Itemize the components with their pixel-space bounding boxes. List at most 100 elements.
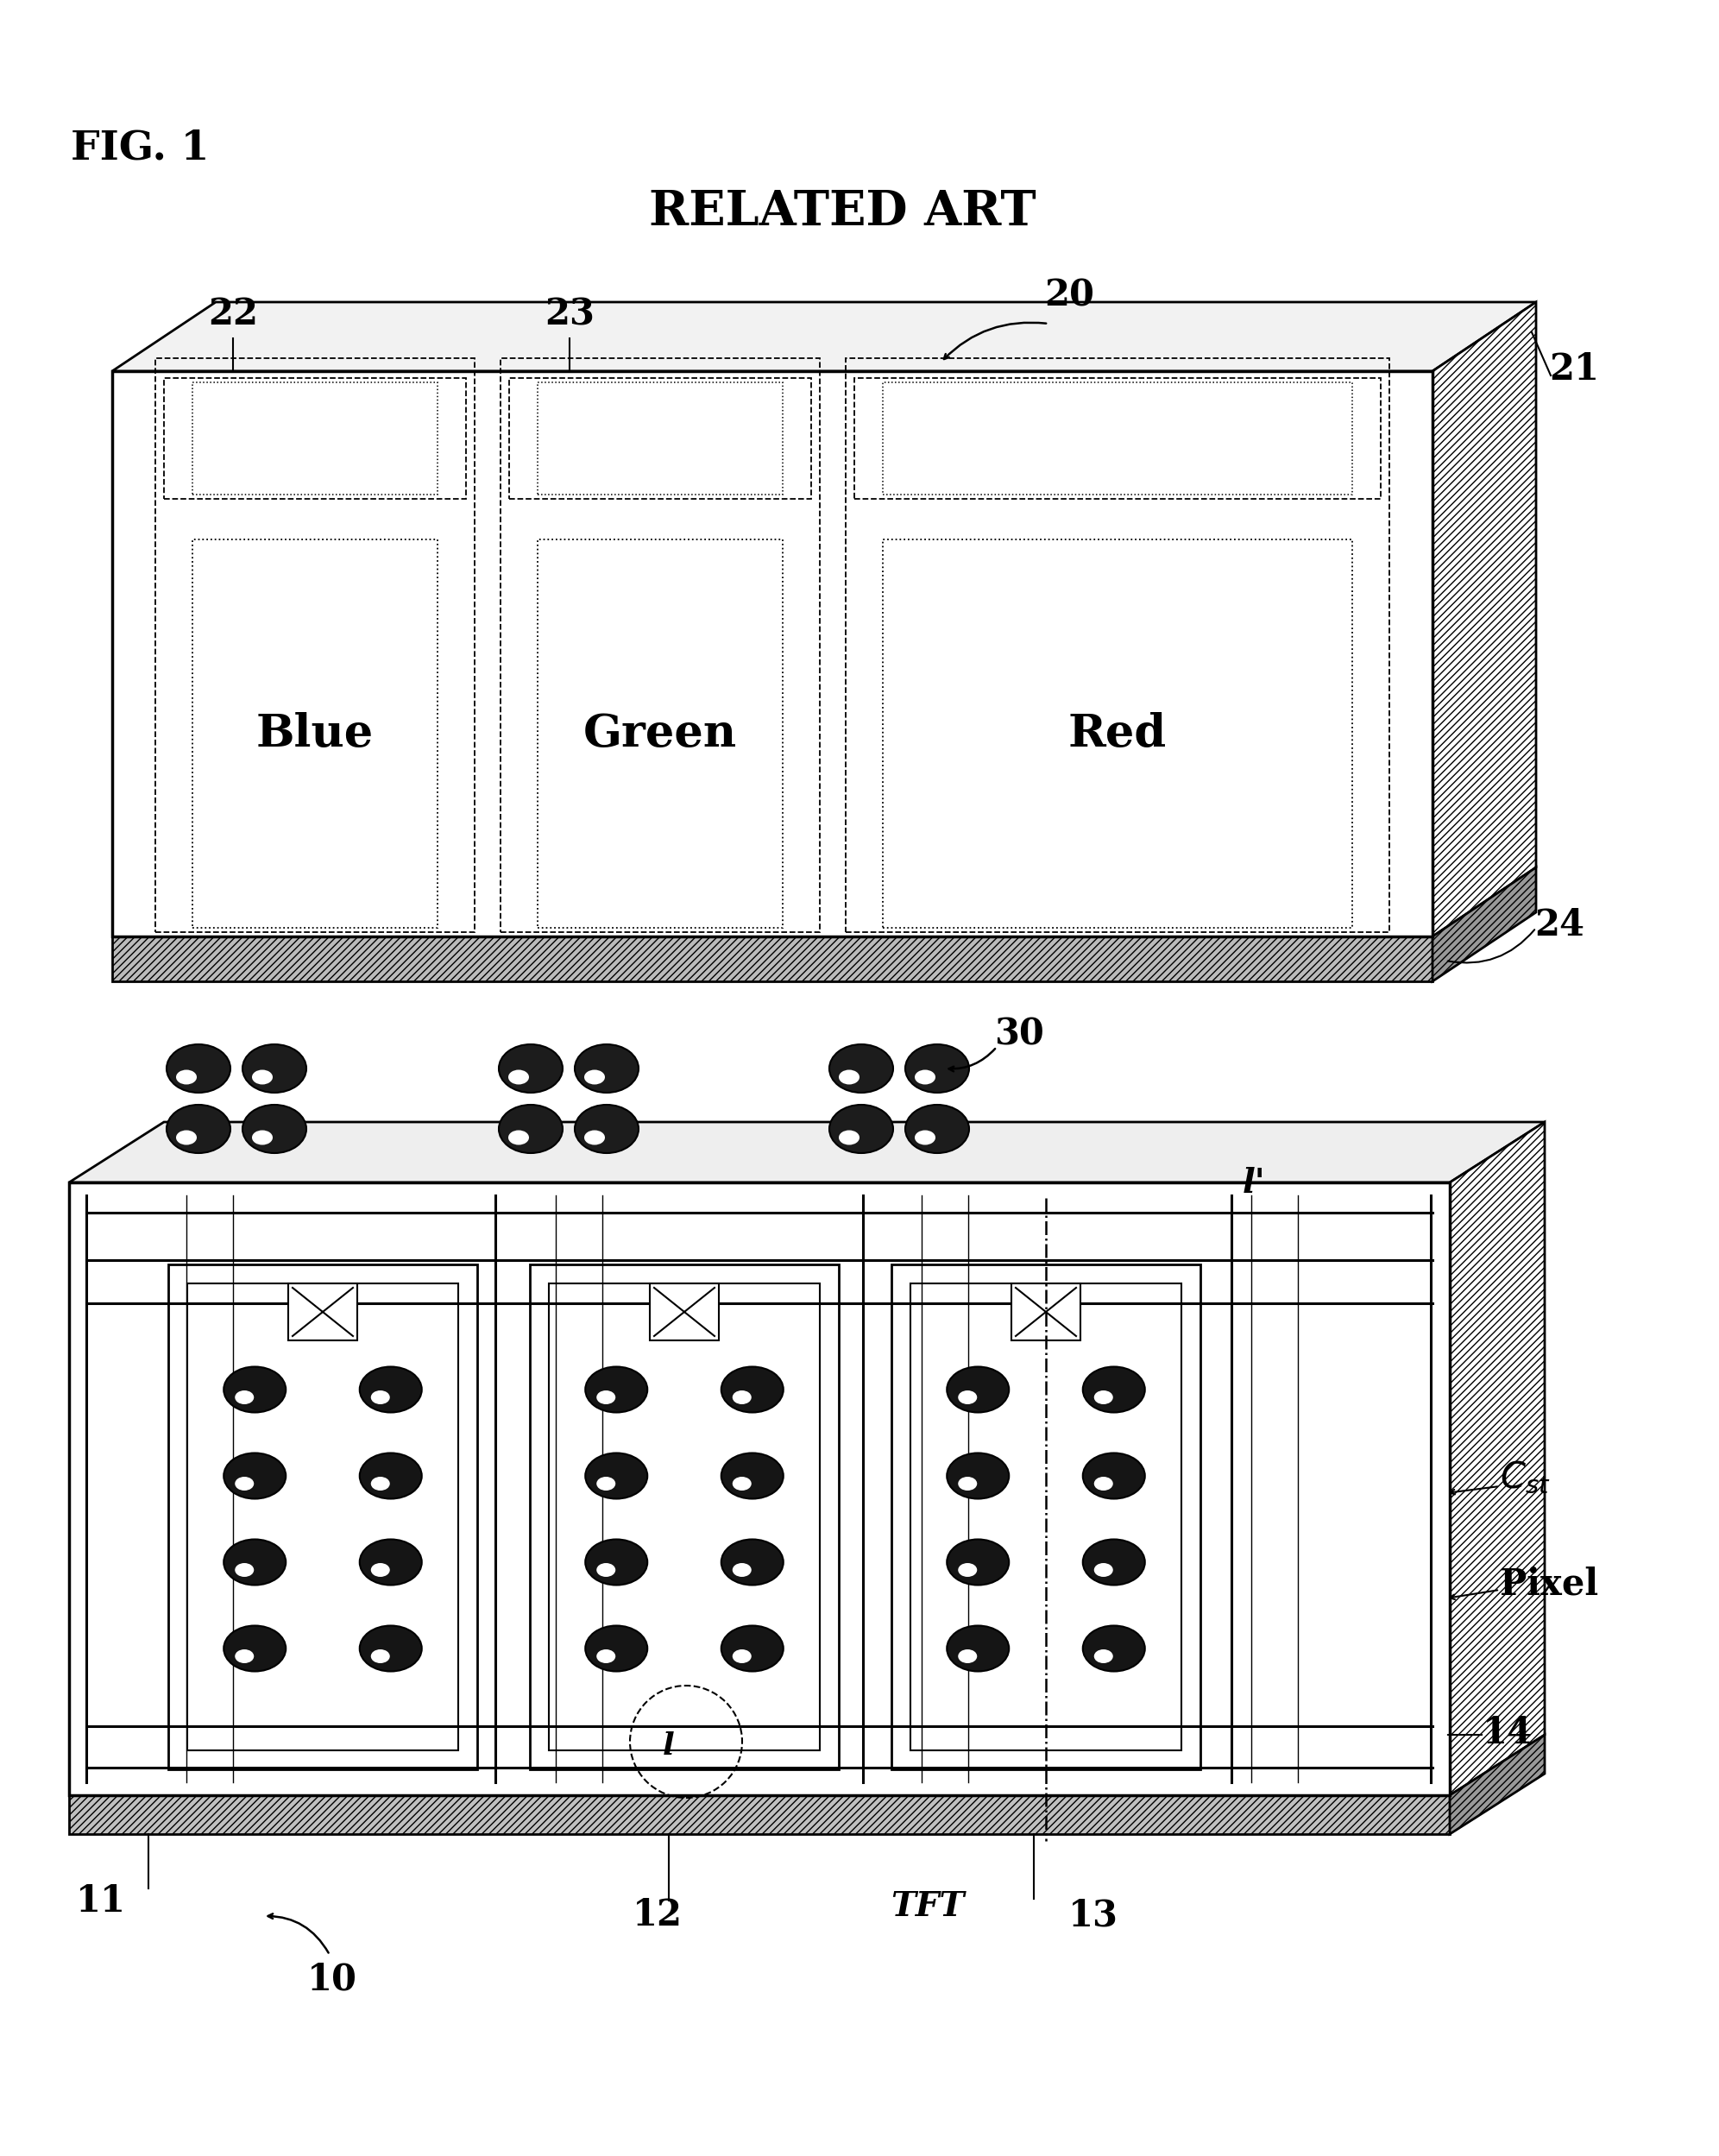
Ellipse shape — [371, 1563, 390, 1576]
Polygon shape — [69, 1121, 1545, 1181]
Ellipse shape — [509, 1069, 529, 1084]
Bar — [187, 1283, 459, 1751]
Ellipse shape — [1083, 1453, 1145, 1498]
Polygon shape — [112, 302, 1537, 371]
Ellipse shape — [732, 1563, 751, 1576]
Ellipse shape — [829, 1104, 894, 1153]
Ellipse shape — [371, 1477, 390, 1490]
Ellipse shape — [223, 1626, 285, 1671]
Ellipse shape — [584, 1626, 648, 1671]
Ellipse shape — [1093, 1563, 1112, 1576]
Ellipse shape — [947, 1367, 1009, 1412]
Ellipse shape — [584, 1367, 648, 1412]
Ellipse shape — [957, 1649, 976, 1662]
Ellipse shape — [947, 1539, 1009, 1585]
Ellipse shape — [253, 1069, 273, 1084]
Bar — [1011, 1283, 1081, 1341]
Ellipse shape — [574, 1104, 638, 1153]
Text: l': l' — [1243, 1166, 1265, 1199]
Ellipse shape — [584, 1069, 605, 1084]
Ellipse shape — [947, 1453, 1009, 1498]
Ellipse shape — [906, 1044, 970, 1093]
Ellipse shape — [236, 1649, 254, 1662]
Text: 22: 22 — [208, 295, 258, 332]
Ellipse shape — [236, 1563, 254, 1576]
Bar — [548, 1283, 820, 1751]
Ellipse shape — [957, 1391, 976, 1404]
Ellipse shape — [236, 1391, 254, 1404]
Ellipse shape — [584, 1130, 605, 1145]
Bar — [650, 1283, 719, 1341]
Ellipse shape — [175, 1069, 196, 1084]
Bar — [289, 1283, 358, 1341]
Ellipse shape — [1093, 1477, 1112, 1490]
Text: Pixel: Pixel — [1499, 1565, 1599, 1602]
Ellipse shape — [957, 1477, 976, 1490]
Ellipse shape — [371, 1649, 390, 1662]
Ellipse shape — [1093, 1649, 1112, 1662]
Ellipse shape — [359, 1626, 421, 1671]
Text: 24: 24 — [1535, 908, 1585, 944]
Bar — [884, 382, 1353, 494]
Ellipse shape — [223, 1453, 285, 1498]
Bar — [155, 358, 474, 931]
Ellipse shape — [167, 1044, 230, 1093]
Text: Blue: Blue — [256, 711, 373, 755]
Ellipse shape — [1083, 1626, 1145, 1671]
Ellipse shape — [722, 1539, 784, 1585]
Bar — [846, 358, 1389, 931]
Ellipse shape — [509, 1130, 529, 1145]
Ellipse shape — [915, 1130, 935, 1145]
Text: $\mathit{C_{st}}$: $\mathit{C_{st}}$ — [1499, 1460, 1551, 1496]
Text: RELATED ART: RELATED ART — [648, 188, 1037, 235]
Ellipse shape — [732, 1649, 751, 1662]
Bar — [538, 539, 782, 927]
Ellipse shape — [732, 1477, 751, 1490]
Ellipse shape — [596, 1477, 615, 1490]
Ellipse shape — [906, 1104, 970, 1153]
Ellipse shape — [957, 1563, 976, 1576]
Text: FIG. 1: FIG. 1 — [70, 127, 210, 168]
Ellipse shape — [596, 1391, 615, 1404]
Ellipse shape — [499, 1104, 562, 1153]
Ellipse shape — [915, 1069, 935, 1084]
Ellipse shape — [947, 1626, 1009, 1671]
Text: 30: 30 — [994, 1015, 1043, 1052]
Ellipse shape — [359, 1367, 421, 1412]
Text: l: l — [664, 1731, 676, 1761]
Ellipse shape — [223, 1367, 285, 1412]
Text: 11: 11 — [76, 1882, 125, 1919]
Polygon shape — [1432, 302, 1537, 936]
Polygon shape — [112, 936, 1432, 981]
Ellipse shape — [839, 1069, 860, 1084]
Polygon shape — [69, 1181, 1449, 1796]
Ellipse shape — [596, 1649, 615, 1662]
Bar — [163, 377, 466, 498]
Bar — [168, 1263, 478, 1770]
Bar — [911, 1283, 1181, 1751]
Ellipse shape — [167, 1104, 230, 1153]
Text: 14: 14 — [1482, 1714, 1533, 1751]
Ellipse shape — [175, 1130, 196, 1145]
Text: 20: 20 — [1043, 278, 1095, 313]
Bar — [538, 382, 782, 494]
Ellipse shape — [596, 1563, 615, 1576]
Ellipse shape — [574, 1044, 638, 1093]
Ellipse shape — [253, 1130, 273, 1145]
Ellipse shape — [359, 1539, 421, 1585]
Text: Red: Red — [1067, 711, 1167, 755]
Text: 23: 23 — [545, 295, 595, 332]
Ellipse shape — [1093, 1391, 1112, 1404]
Text: 10: 10 — [308, 1962, 358, 1996]
Ellipse shape — [722, 1626, 784, 1671]
Ellipse shape — [236, 1477, 254, 1490]
Bar — [884, 539, 1353, 927]
Ellipse shape — [242, 1104, 306, 1153]
Ellipse shape — [359, 1453, 421, 1498]
Polygon shape — [1449, 1121, 1545, 1796]
Ellipse shape — [242, 1044, 306, 1093]
Bar — [193, 539, 438, 927]
Polygon shape — [112, 371, 1432, 936]
Ellipse shape — [1083, 1367, 1145, 1412]
Bar — [529, 1263, 839, 1770]
